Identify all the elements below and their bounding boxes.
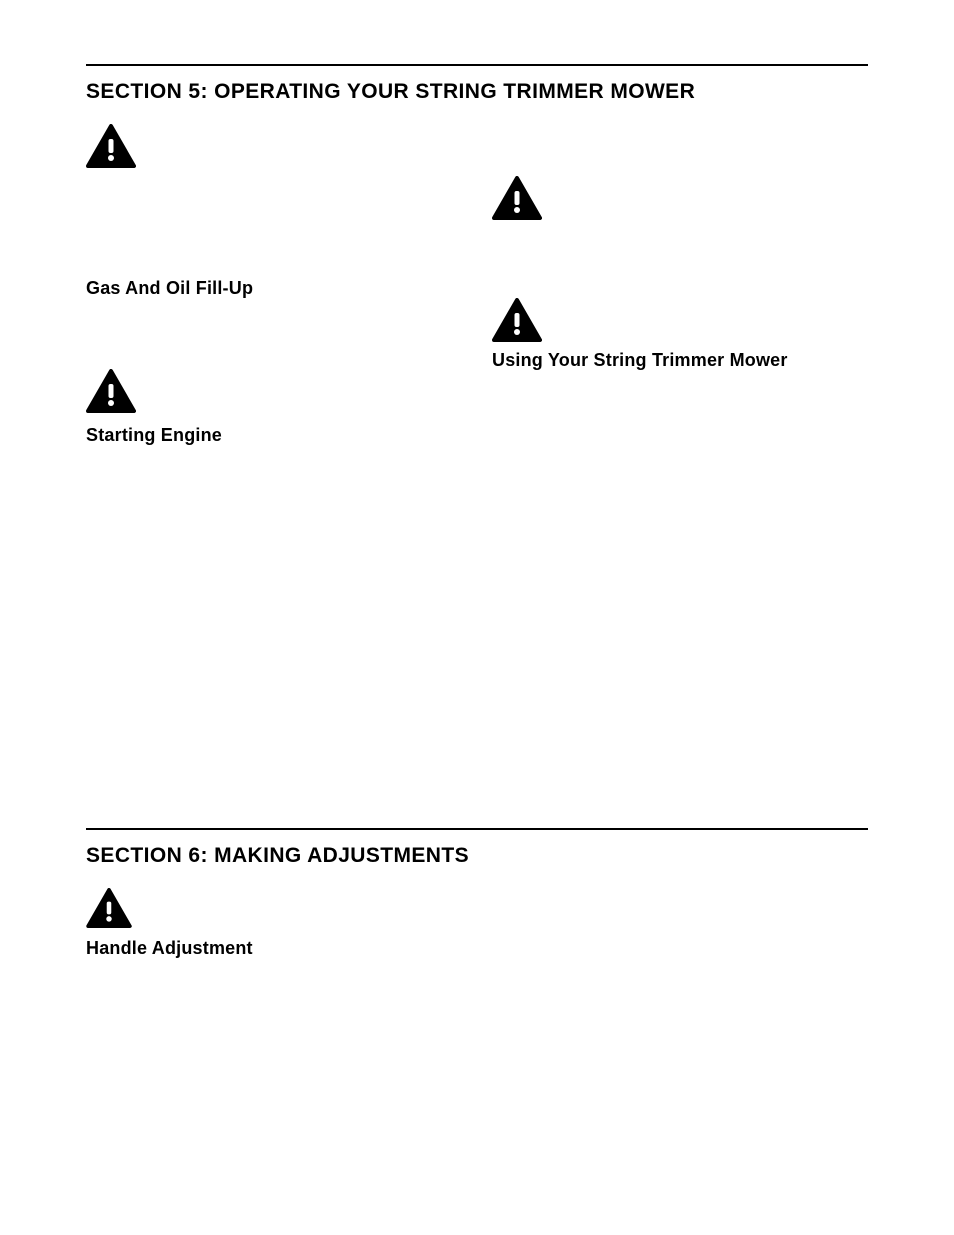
warning-icon xyxy=(492,298,542,342)
section-5-left-column: Gas And Oil Fill-Up Starting Engine xyxy=(86,124,462,458)
warning-icon xyxy=(86,369,136,413)
using-trimmer-heading: Using Your String Trimmer Mower xyxy=(492,350,868,371)
warning-icon xyxy=(86,124,136,168)
warning-icon xyxy=(492,176,542,220)
section-rule xyxy=(86,64,868,66)
section-gap xyxy=(86,458,868,828)
warning-icon xyxy=(86,888,132,928)
section-5-right-column: Using Your String Trimmer Mower xyxy=(492,124,868,458)
handle-adjustment-heading: Handle Adjustment xyxy=(86,938,868,959)
gas-oil-heading: Gas And Oil Fill-Up xyxy=(86,278,462,299)
section-5-columns: Gas And Oil Fill-Up Starting Engine xyxy=(86,124,868,458)
manual-page: SECTION 5: OPERATING YOUR STRING TRIMMER… xyxy=(0,0,954,1235)
section-6-title: SECTION 6: MAKING ADJUSTMENTS xyxy=(86,844,868,868)
section-rule xyxy=(86,828,868,830)
starting-engine-heading: Starting Engine xyxy=(86,425,462,446)
section-5-title: SECTION 5: OPERATING YOUR STRING TRIMMER… xyxy=(86,80,868,104)
